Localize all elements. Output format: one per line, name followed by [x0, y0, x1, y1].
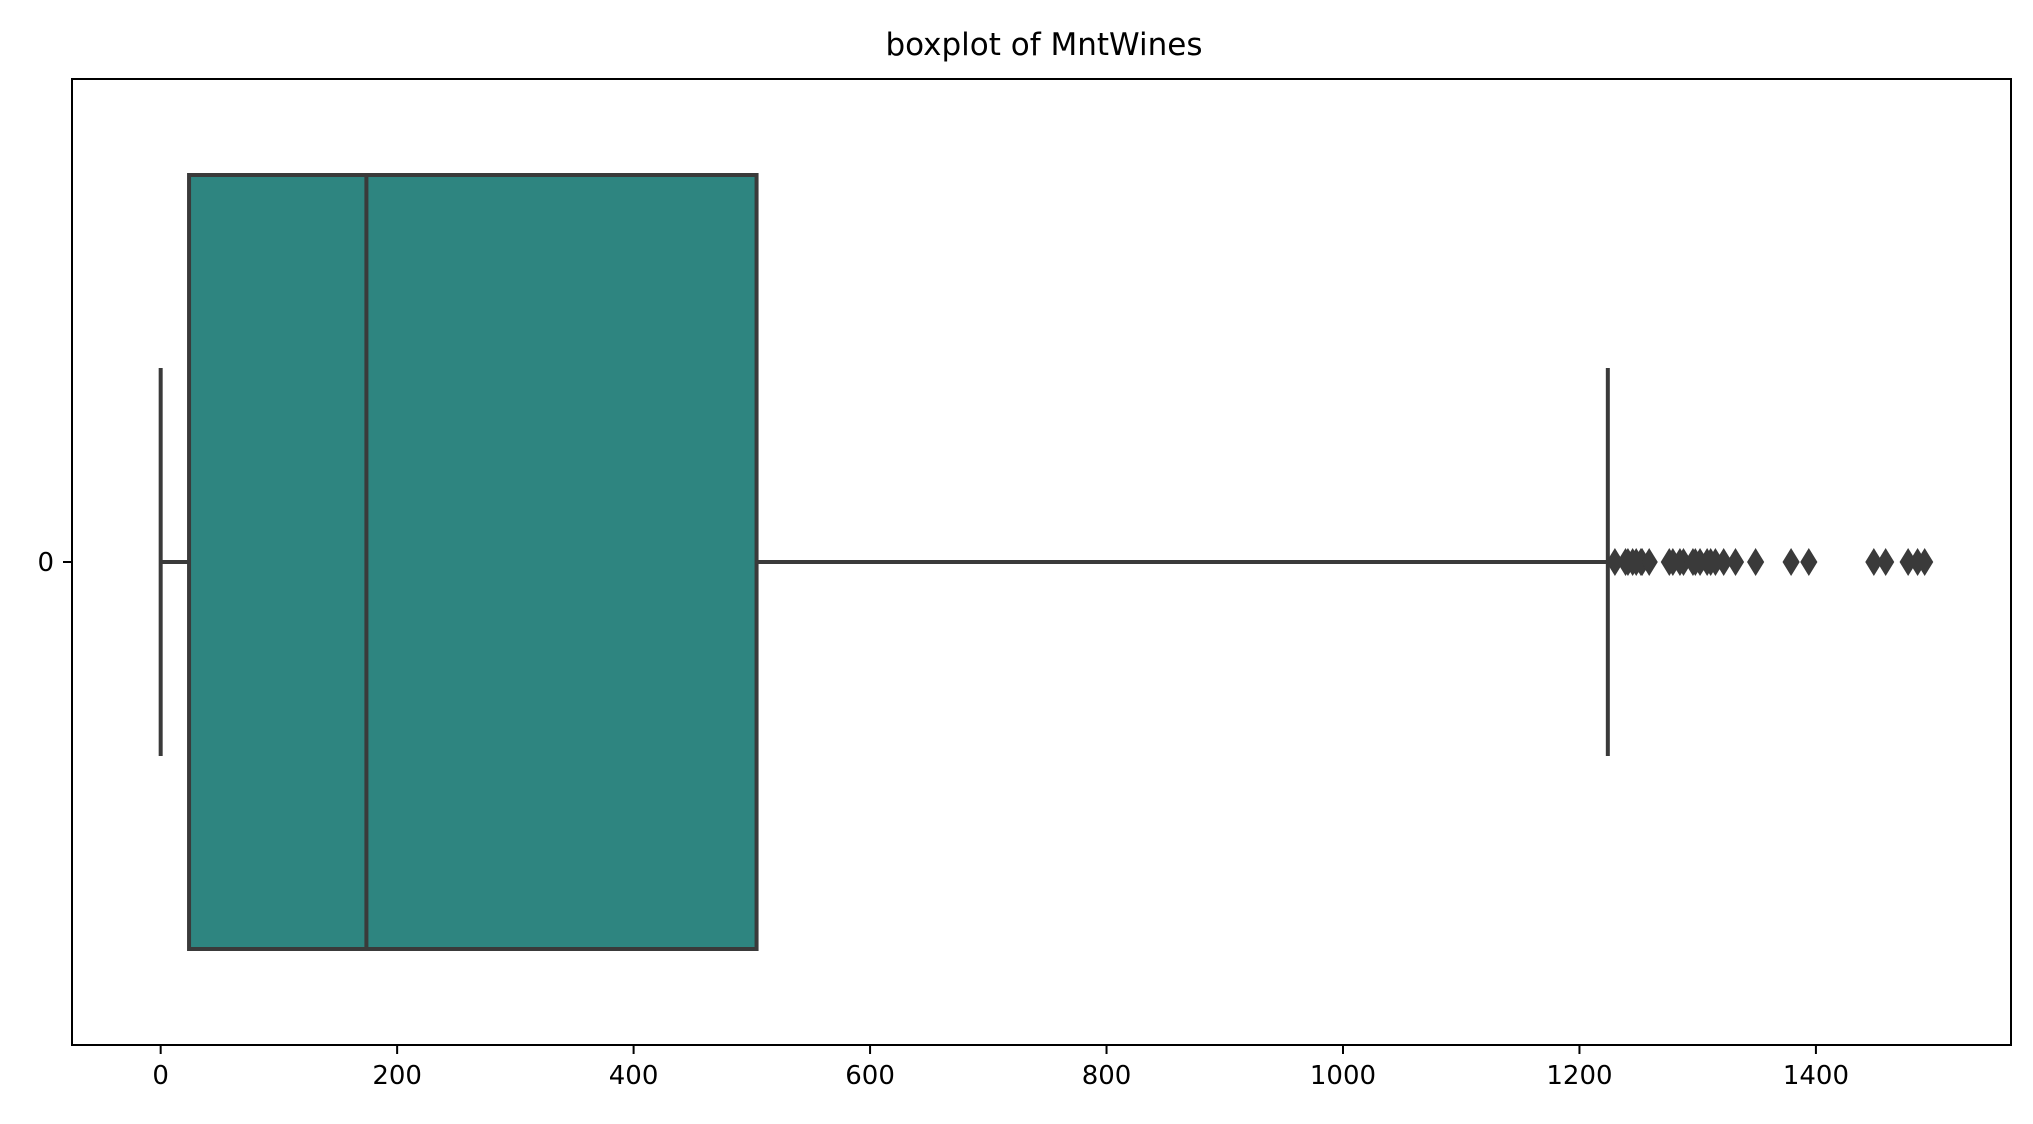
x-tick-label: 600	[845, 1061, 895, 1091]
outlier-point	[1747, 548, 1765, 576]
outlier-point	[1800, 548, 1818, 576]
chart-title: boxplot of MntWines	[885, 27, 1202, 63]
outlier-point	[1877, 548, 1895, 576]
y-tick-label: 0	[37, 548, 54, 578]
x-tick-label: 800	[1082, 1061, 1132, 1091]
x-tick-label: 1200	[1546, 1061, 1612, 1091]
x-tick-label: 0	[152, 1061, 169, 1091]
iqr-box	[187, 173, 759, 951]
outlier-point	[1782, 548, 1800, 576]
axes-frame	[71, 78, 2012, 1046]
outlier-point	[1640, 548, 1658, 576]
outlier-point	[1715, 548, 1733, 576]
x-tick-label: 1400	[1783, 1061, 1849, 1091]
outlier-point	[1916, 548, 1934, 576]
x-tick-label: 400	[609, 1061, 659, 1091]
outlier-point	[1865, 548, 1883, 576]
outlier-point	[1726, 548, 1745, 576]
x-tick-label: 1000	[1310, 1061, 1376, 1091]
x-tick-label: 200	[372, 1061, 422, 1091]
plot-area: 0 200 400 600 800 1000 1200 1400 0	[37, 173, 1934, 1091]
